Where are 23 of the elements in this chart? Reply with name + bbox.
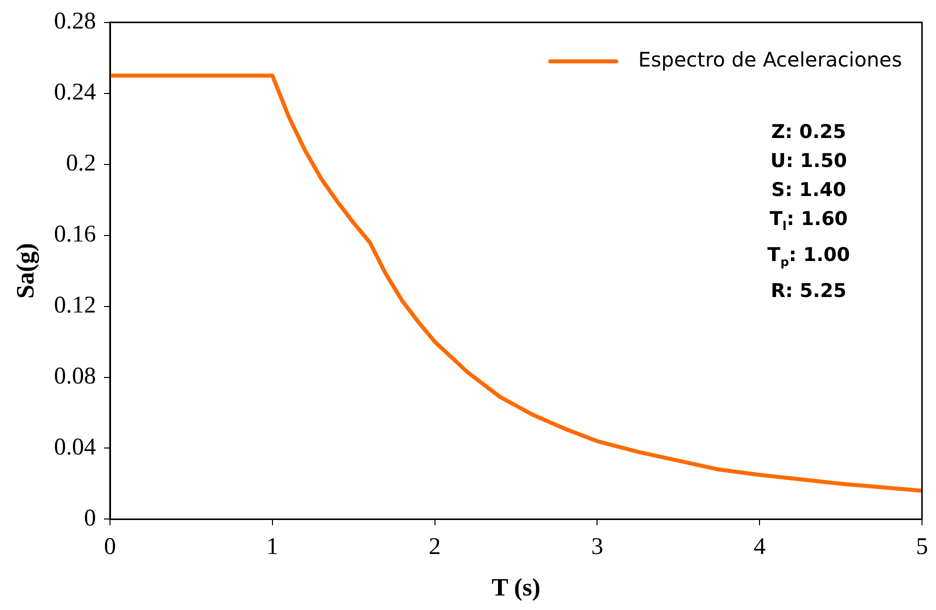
x-tick-label: 2 bbox=[428, 534, 441, 560]
x-tick-label: 5 bbox=[916, 534, 928, 560]
y-tick-label: 0.04 bbox=[54, 434, 96, 461]
y-tick-label: 0.28 bbox=[54, 8, 96, 35]
annotation: Z: 0.25 bbox=[770, 120, 848, 145]
annotation: T$_{p}$: 1.00 bbox=[767, 242, 850, 271]
y-tick-label: 0.16 bbox=[54, 222, 96, 248]
y-tick-label: 0.12 bbox=[54, 292, 96, 319]
legend-label: Espectro de Aceleraciones bbox=[638, 48, 902, 72]
x-axis-title: T (s) bbox=[492, 574, 540, 602]
y-tick-label: 0.24 bbox=[54, 80, 96, 106]
x-tick-label: 0 bbox=[104, 534, 116, 560]
annotation: S: 1.40 bbox=[770, 178, 848, 203]
y-tick-label: 0.08 bbox=[54, 364, 96, 390]
y-tick-label: 0.2 bbox=[66, 150, 96, 177]
x-tick-label: 4 bbox=[754, 534, 766, 560]
x-tick-label: 1 bbox=[266, 534, 278, 560]
y-axis-title: Sa(g) bbox=[12, 243, 40, 299]
annotation: T$_{l}$: 1.60 bbox=[768, 207, 849, 235]
annotation: U: 1.50 bbox=[769, 149, 848, 174]
x-tick-label: 3 bbox=[591, 534, 604, 560]
y-tick-label: 0 bbox=[84, 505, 96, 532]
annotation: R: 5.25 bbox=[770, 278, 848, 304]
